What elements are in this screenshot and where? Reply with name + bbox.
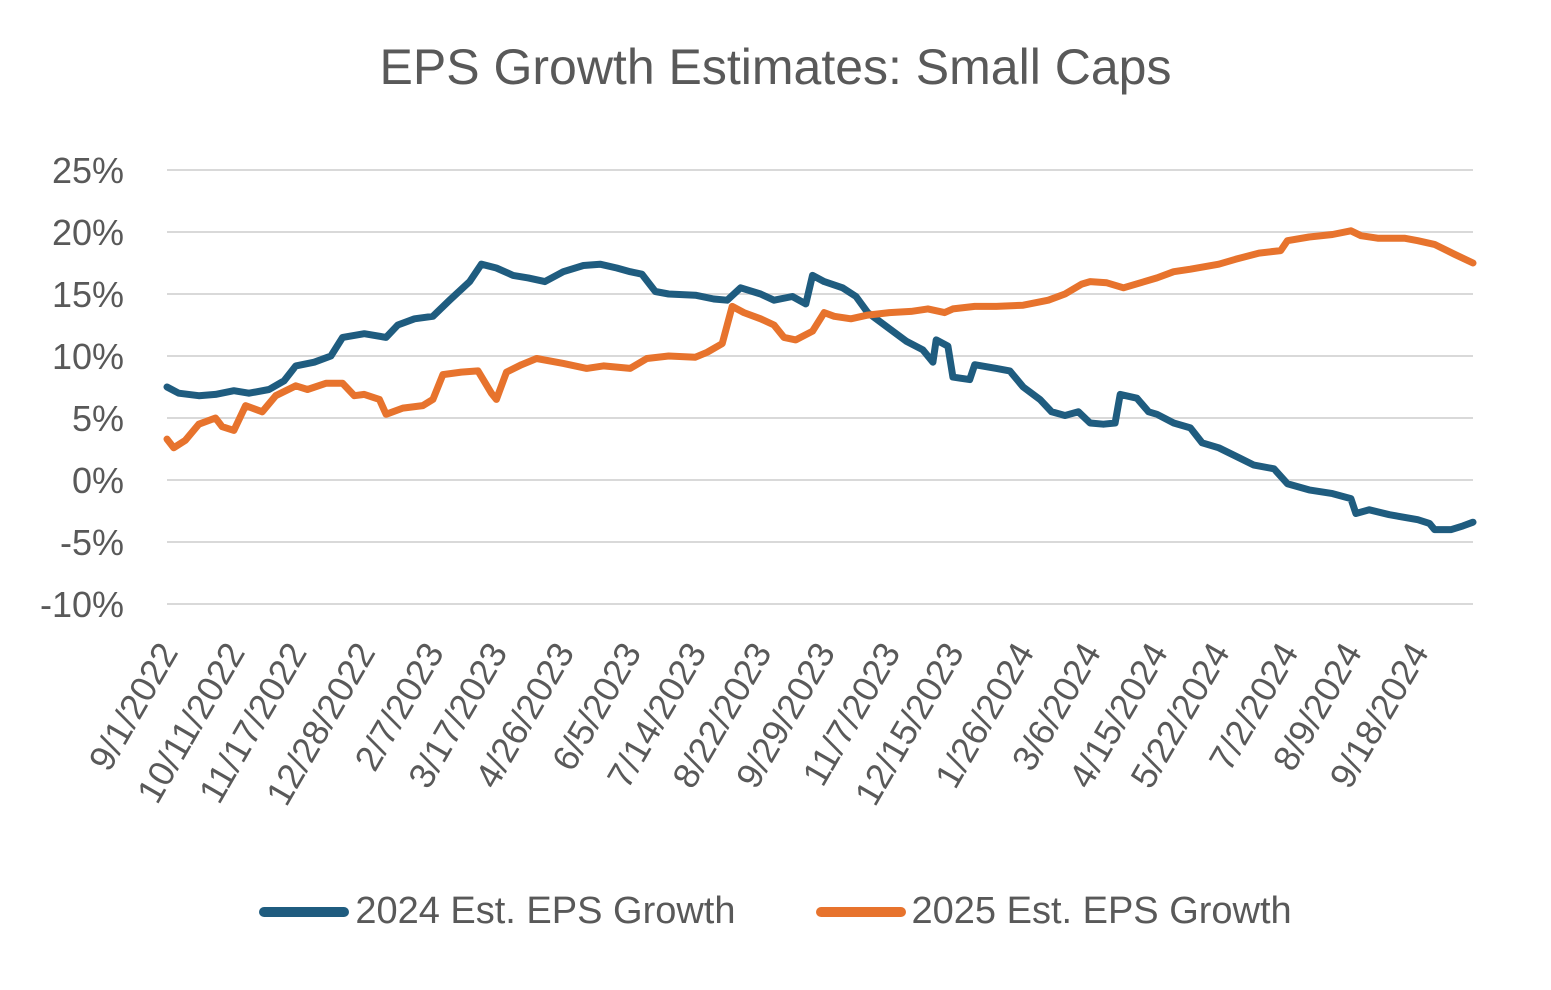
y-tick-label: 5% — [72, 398, 124, 439]
gridlines — [167, 169, 1473, 605]
plot-area: 25% 20% 15% 10% 5% 0% -5% -10% 9/1/202210/11/20… — [40, 150, 1477, 813]
legend-label-2025: 2025 Est. EPS Growth — [911, 890, 1292, 932]
series-line-2025 — [163, 227, 1477, 452]
legend-swatch-2024 — [259, 906, 350, 917]
y-tick-label: 15% — [52, 274, 124, 315]
y-tick-label: -10% — [40, 584, 124, 625]
y-tick-label: -5% — [60, 522, 124, 563]
y-tick-label: 25% — [52, 150, 124, 191]
legend-item-2025: 2025 Est. EPS Growth — [815, 890, 1292, 933]
series-lines — [163, 227, 1477, 534]
x-axis-ticks: 9/1/202210/11/202211/17/202212/28/20222/… — [80, 636, 1436, 813]
legend-item-2024: 2024 Est. EPS Growth — [259, 890, 736, 933]
chart-title: EPS Growth Estimates: Small Caps — [379, 39, 1172, 95]
series-line-2024 — [163, 260, 1477, 534]
y-axis-ticks: 25% 20% 15% 10% 5% 0% -5% -10% — [40, 150, 124, 625]
y-tick-label: 0% — [72, 460, 124, 501]
legend: 2024 Est. EPS Growth 2025 Est. EPS Growt… — [0, 890, 1551, 933]
y-tick-label: 20% — [52, 212, 124, 253]
legend-label-2024: 2024 Est. EPS Growth — [355, 890, 736, 932]
legend-swatch-2025 — [815, 906, 906, 917]
y-tick-label: 10% — [52, 336, 124, 377]
